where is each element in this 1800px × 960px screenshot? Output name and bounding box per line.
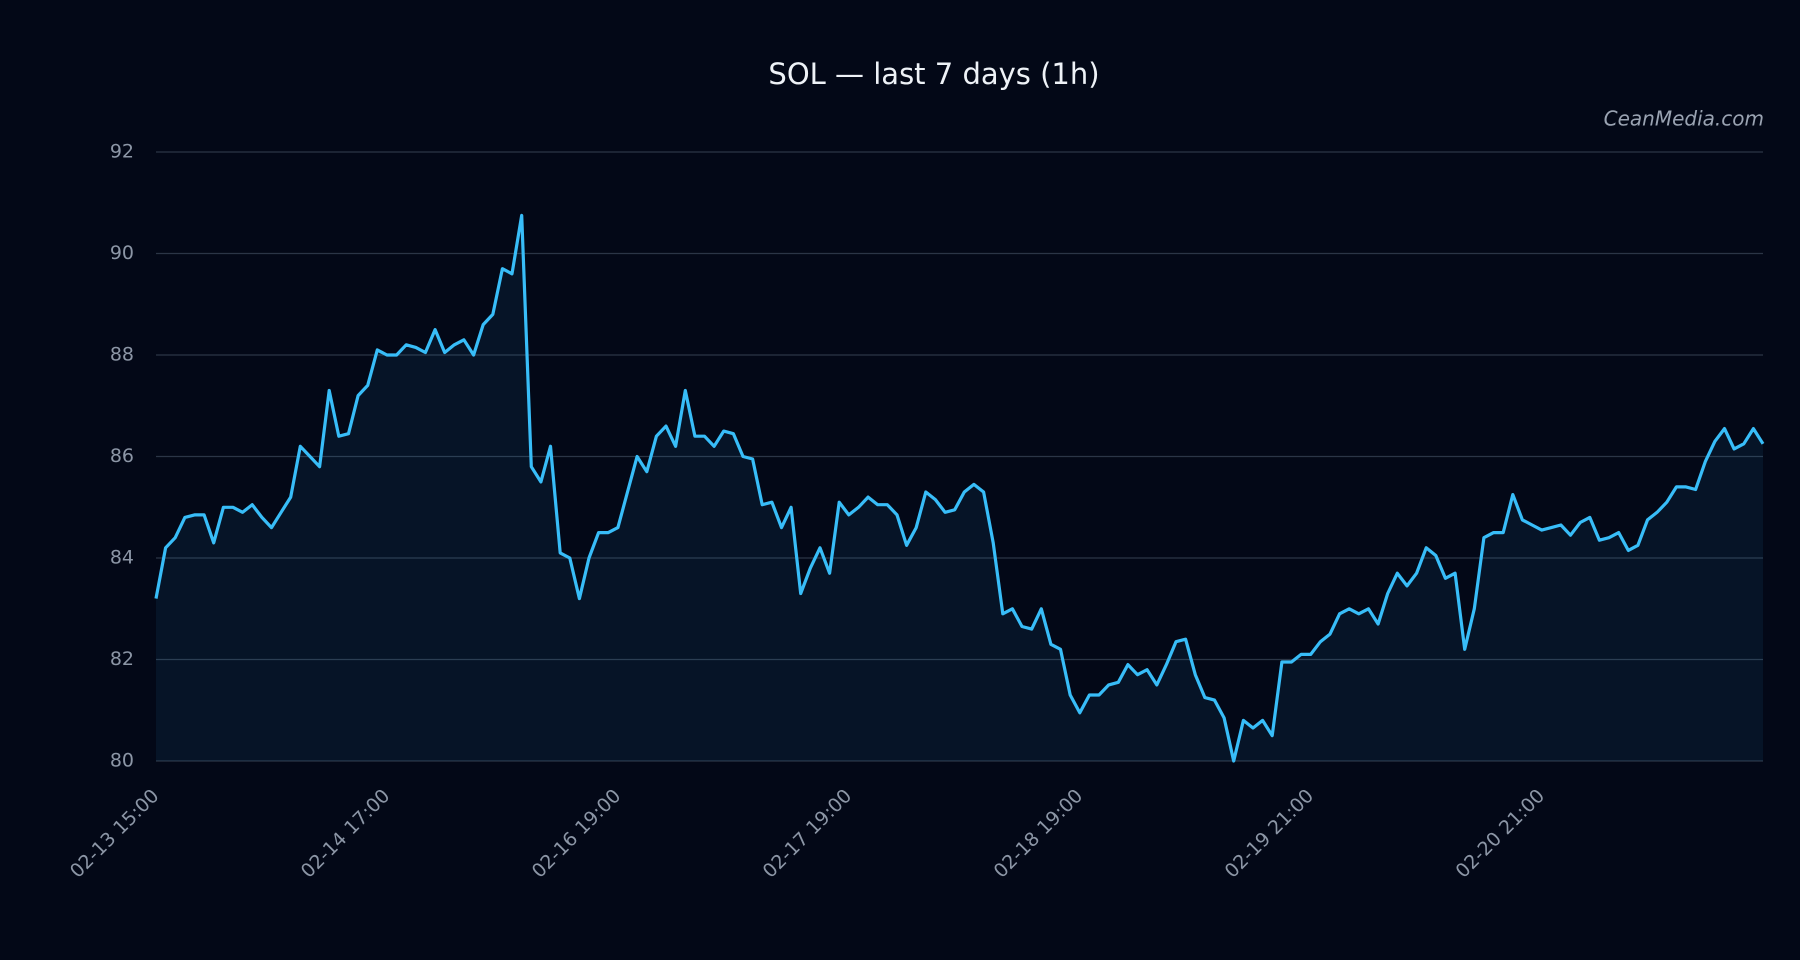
y-tick-label: 84	[110, 547, 134, 569]
x-tick-label: 02-18 19:00	[990, 785, 1088, 883]
x-tick-label: 02-19 21:00	[1221, 785, 1319, 883]
y-tick-label: 80	[110, 750, 134, 772]
chart-title: SOL — last 7 days (1h)	[768, 57, 1099, 91]
line	[154, 213, 1765, 763]
y-tick-label: 92	[110, 141, 134, 163]
x-tick-label: 02-20 21:00	[1452, 785, 1550, 883]
x-tick-label: 02-13 15:00	[66, 785, 164, 883]
x-tick-label: 02-16 19:00	[528, 785, 626, 883]
y-tick-label: 82	[110, 648, 134, 670]
y-tick-label: 88	[110, 344, 134, 366]
watermark: CeanMedia.com	[1604, 107, 1764, 131]
area	[156, 215, 1763, 761]
y-tick-label: 86	[110, 445, 134, 467]
x-tick-label: 02-17 19:00	[759, 785, 857, 883]
y-tick-label: 90	[110, 242, 134, 264]
x-tick-label: 02-14 17:00	[297, 785, 395, 883]
